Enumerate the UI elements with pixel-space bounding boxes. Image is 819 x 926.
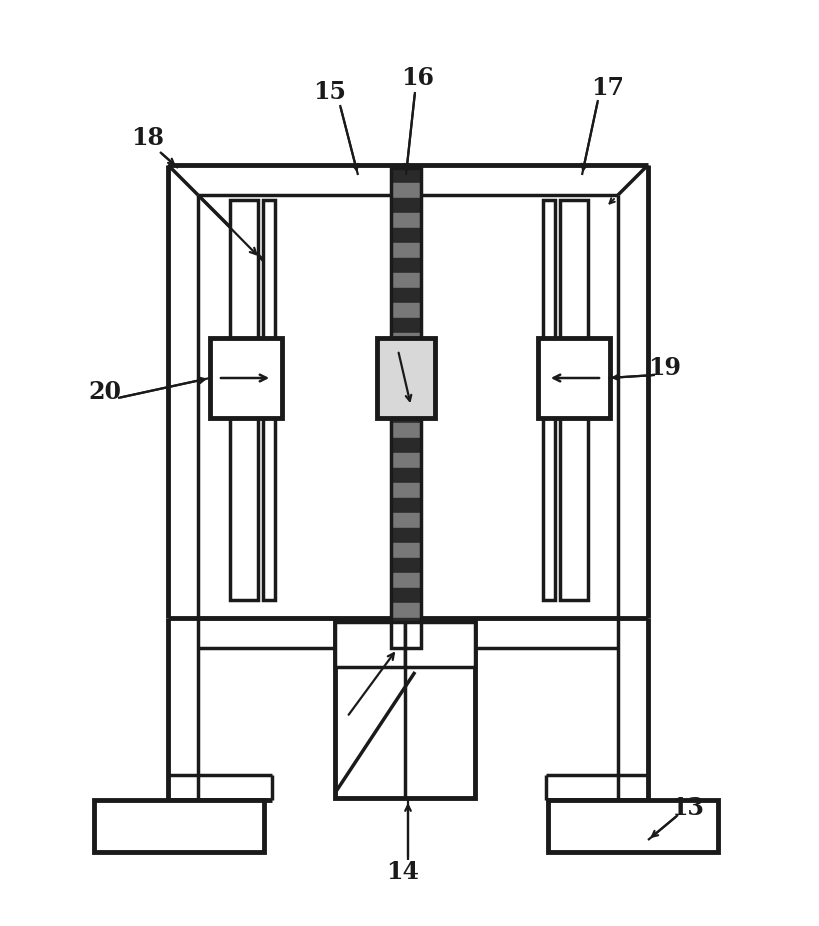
Polygon shape: [391, 483, 421, 498]
Polygon shape: [391, 423, 421, 438]
Polygon shape: [391, 633, 421, 648]
Bar: [335, 622, 405, 667]
Polygon shape: [391, 318, 421, 333]
Polygon shape: [391, 183, 421, 198]
Polygon shape: [391, 558, 421, 573]
Polygon shape: [391, 408, 421, 423]
Bar: [560, 200, 588, 600]
Polygon shape: [391, 603, 421, 618]
Bar: [335, 622, 475, 798]
Text: 14: 14: [387, 860, 419, 884]
Polygon shape: [391, 258, 421, 273]
Bar: [391, 168, 421, 648]
Bar: [263, 200, 275, 600]
Polygon shape: [391, 528, 421, 543]
Polygon shape: [391, 378, 421, 393]
Polygon shape: [391, 288, 421, 303]
Text: 13: 13: [672, 796, 704, 820]
Text: 16: 16: [401, 66, 435, 90]
Polygon shape: [391, 243, 421, 258]
Bar: [94, 800, 264, 852]
Bar: [210, 338, 282, 418]
Polygon shape: [391, 588, 421, 603]
Polygon shape: [391, 198, 421, 213]
Polygon shape: [391, 273, 421, 288]
Polygon shape: [391, 228, 421, 243]
Bar: [377, 338, 435, 418]
Bar: [543, 200, 555, 600]
Polygon shape: [391, 468, 421, 483]
Polygon shape: [391, 348, 421, 363]
Text: 19: 19: [649, 356, 681, 380]
Polygon shape: [391, 303, 421, 318]
Bar: [230, 200, 258, 600]
Polygon shape: [391, 453, 421, 468]
Polygon shape: [391, 573, 421, 588]
Text: 17: 17: [591, 76, 625, 100]
Bar: [538, 338, 610, 418]
Bar: [548, 800, 718, 852]
Polygon shape: [391, 393, 421, 408]
Text: 15: 15: [314, 80, 346, 104]
Polygon shape: [391, 168, 421, 183]
Polygon shape: [391, 543, 421, 558]
Text: 20: 20: [88, 380, 121, 404]
Bar: [405, 622, 475, 667]
Polygon shape: [391, 513, 421, 528]
Polygon shape: [391, 618, 421, 633]
Text: 18: 18: [132, 126, 165, 150]
Polygon shape: [391, 213, 421, 228]
Polygon shape: [391, 363, 421, 378]
Polygon shape: [391, 438, 421, 453]
Polygon shape: [391, 498, 421, 513]
Polygon shape: [391, 333, 421, 348]
